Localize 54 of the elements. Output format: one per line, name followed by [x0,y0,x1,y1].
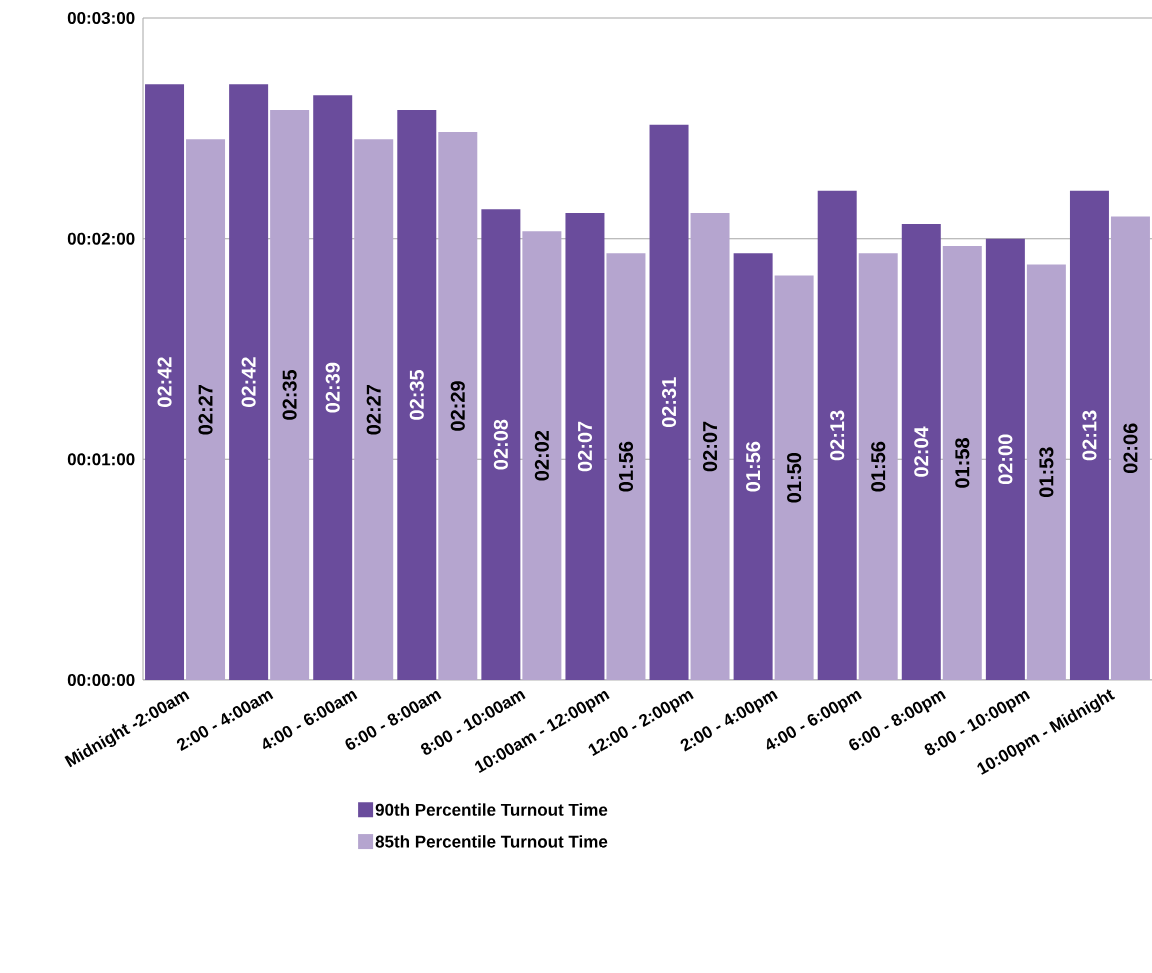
data-label: 02:04 [914,426,929,477]
bar [649,124,689,680]
bar [145,84,185,680]
y-tick-label: 00:02:00 [67,232,135,245]
data-label: 02:27 [366,384,381,435]
bar [1110,216,1150,680]
data-label: 01:56 [746,441,761,492]
bar [313,95,353,680]
data-label: 02:02 [534,430,549,481]
bar [901,223,941,680]
data-label: 02:13 [1082,410,1097,461]
bar [942,246,982,680]
data-label: 02:07 [577,421,593,472]
y-tick-label: 00:03:00 [67,11,135,25]
bar [985,238,1025,680]
bar [1026,264,1066,680]
data-label: 01:50 [787,452,802,503]
bar [1069,190,1109,680]
data-label: 01:53 [1039,447,1054,497]
data-label: 02:06 [1123,423,1138,474]
bar [397,109,437,680]
data-label: 02:31 [661,377,677,428]
bar [270,109,310,680]
bar [606,253,646,680]
legend-label: 85th Percentile Turnout Time [375,835,608,848]
bar [858,253,898,680]
bar [565,212,605,680]
data-label: 02:42 [241,357,256,407]
data-label: 01:56 [871,441,886,492]
legend-label: 90th Percentile Turnout Time [375,803,608,816]
data-label: 01:56 [618,441,634,492]
bar [774,275,814,680]
data-label: 01:58 [955,438,970,488]
data-label: 02:39 [325,362,340,413]
bar [522,231,562,680]
data-label: 02:00 [998,434,1013,485]
data-label: 02:13 [830,410,845,461]
data-label: 02:35 [282,369,297,420]
bar [481,209,521,680]
bar [733,253,773,680]
y-tick-label: 00:01:00 [67,453,135,466]
bar [229,84,269,680]
data-label: 02:42 [157,357,172,407]
bar [438,132,478,680]
bar [817,190,857,680]
bar [690,212,730,680]
data-label: 02:08 [493,419,508,470]
y-tick-label: 00:00:00 [67,673,135,687]
bar [354,139,394,680]
data-label: 02:35 [409,369,424,420]
bar [186,139,226,680]
data-label: 02:29 [450,381,465,431]
data-label: 02:27 [198,384,213,435]
data-label: 02:07 [702,421,718,472]
